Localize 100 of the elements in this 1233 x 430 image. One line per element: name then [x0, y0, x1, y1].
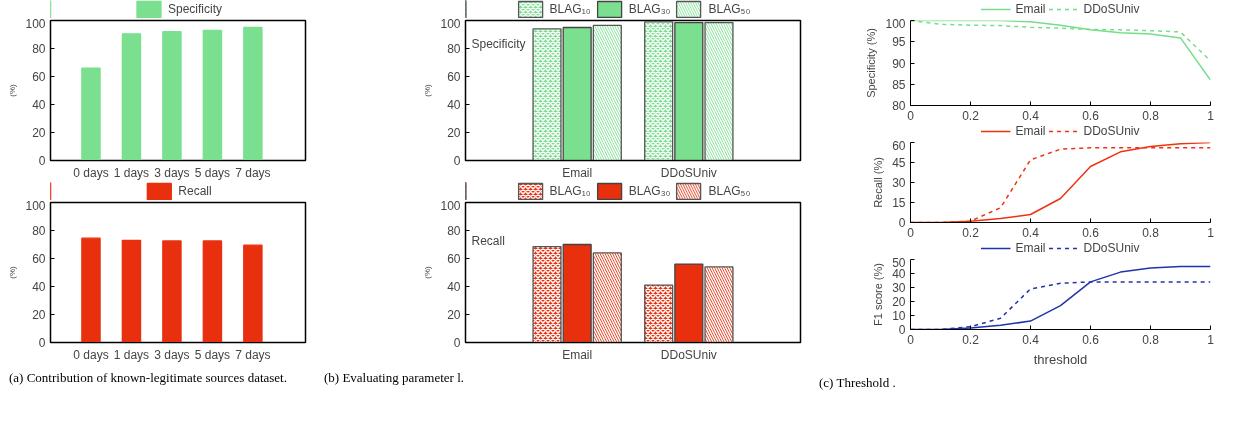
- y-tick-label: 100: [25, 198, 46, 213]
- x-tick-label: 0.6: [1082, 108, 1100, 123]
- bar: [162, 240, 182, 343]
- y-tick-label: 40: [32, 98, 46, 112]
- y-tick-label: 40: [447, 98, 461, 112]
- y-tick-label: 10: [892, 309, 906, 323]
- y-tick-label: 20: [447, 308, 461, 322]
- y-tick-label: 40: [447, 280, 461, 294]
- x-tick-label: 0.2: [962, 108, 980, 123]
- bar: [121, 239, 142, 343]
- legend-label: Specificity: [167, 2, 223, 16]
- y-tick-label: 0: [898, 216, 906, 230]
- y-tick-label: 90: [892, 56, 906, 71]
- x-tick-label: 3 days: [154, 347, 190, 362]
- legend-label: DDoSUniv: [1083, 124, 1140, 138]
- y-tick-label: 80: [892, 99, 906, 113]
- legend-label: Email: [1015, 2, 1046, 16]
- bar: [562, 243, 592, 343]
- x-tick-label: 7 days: [235, 165, 271, 180]
- y-tick-label: 40: [892, 267, 906, 281]
- y-axis-title: F1 score (%): [872, 263, 885, 326]
- x-tick-label: 0.8: [1142, 332, 1160, 347]
- bar: [81, 67, 101, 161]
- x-tick-label: DDoSUniv: [660, 347, 717, 362]
- bar: [243, 26, 263, 161]
- y-tick-label: 80: [447, 224, 461, 238]
- y-tick-label: 0: [453, 154, 461, 168]
- x-tick-label: 3 days: [154, 165, 190, 180]
- legend-label: BLAG₅₀: [708, 184, 751, 198]
- y-tick-label: 60: [32, 252, 46, 266]
- y-tick-label: 30: [892, 176, 906, 190]
- y-tick-label: 80: [32, 42, 46, 56]
- y-axis-title: (%): [423, 265, 433, 279]
- x-tick-label: 1: [1207, 225, 1215, 240]
- x-tick-label: 1: [1207, 332, 1215, 347]
- y-tick-label: 80: [447, 42, 461, 56]
- x-tick-label: DDoSUniv: [660, 165, 717, 180]
- x-tick-label: 1: [1207, 108, 1215, 123]
- x-tick-label: 0.4: [1022, 225, 1040, 240]
- y-tick-label: 30: [892, 281, 906, 295]
- bar: [81, 237, 101, 343]
- x-tick-label: 5 days: [194, 165, 231, 180]
- y-tick-label: 100: [440, 198, 461, 213]
- text: (a) Contribution of known-legitimate sources dataset.: [9, 369, 287, 387]
- legend-label: Email: [1015, 124, 1046, 138]
- bar: [202, 29, 223, 161]
- y-tick-label: 0: [38, 154, 46, 168]
- y-tick-label: 20: [892, 295, 906, 309]
- x-tick-label: 0 days: [73, 347, 109, 362]
- legend-label: BLAG₁₀: [549, 184, 591, 198]
- y-axis-title: Specificity (%): [865, 28, 878, 98]
- bar: [162, 31, 182, 161]
- y-tick-label: 100: [25, 16, 46, 31]
- x-tick-label: 0.8: [1142, 225, 1160, 240]
- y-tick-label: 20: [32, 308, 46, 322]
- y-axis-title: (%): [8, 83, 18, 97]
- x-tick-label: 0.4: [1022, 108, 1040, 123]
- x-tick-label: 1 days: [113, 347, 150, 362]
- y-tick-label: 20: [32, 126, 46, 140]
- text: (b) Evaluating parameter l.: [324, 369, 465, 387]
- bar: [121, 33, 142, 161]
- x-tick-label: 0.6: [1082, 332, 1100, 347]
- legend-label: BLAG₅₀: [708, 2, 751, 16]
- y-tick-label: 80: [32, 224, 46, 238]
- x-tick-label: 0 days: [73, 165, 109, 180]
- y-tick-label: 95: [892, 35, 906, 50]
- legend-label: BLAG₃₀: [628, 2, 671, 16]
- y-tick-label: 60: [892, 138, 906, 153]
- y-tick-label: 60: [447, 252, 461, 266]
- x-tick-label: 0.6: [1082, 225, 1100, 240]
- y-tick-label: 20: [447, 126, 461, 140]
- bar: [674, 263, 704, 343]
- x-tick-label: Email: [562, 347, 593, 362]
- y-tick-label: 40: [32, 280, 46, 294]
- x-tick-label: 0.8: [1142, 108, 1160, 123]
- x-tick-label: 1 days: [113, 165, 150, 180]
- x-tick-label: 0.2: [962, 225, 980, 240]
- x-tick-label: 0.2: [962, 332, 980, 347]
- x-tick-label: 5 days: [194, 347, 231, 362]
- bar: [202, 240, 223, 343]
- legend-label: DDoSUniv: [1083, 241, 1140, 255]
- y-tick-label: 100: [440, 16, 461, 31]
- annotation: Specificity: [471, 36, 526, 51]
- annotation: Recall: [471, 233, 505, 248]
- y-tick-label: 85: [892, 77, 906, 92]
- y-tick-label: 60: [447, 70, 461, 84]
- x-axis-title: threshold: [1033, 351, 1088, 367]
- legend-label: Recall: [178, 184, 212, 198]
- legend-label: Email: [1015, 241, 1046, 255]
- x-tick-label: Email: [562, 165, 593, 180]
- y-axis-title: Recall (%): [872, 157, 885, 208]
- text: (c) Threshold .: [819, 374, 896, 392]
- y-axis-title: (%): [423, 83, 433, 97]
- y-tick-label: 0: [898, 323, 906, 337]
- y-axis-title: (%): [8, 265, 18, 279]
- y-tick-label: 15: [892, 196, 906, 210]
- y-tick-label: 60: [32, 70, 46, 84]
- x-tick-label: 7 days: [235, 347, 271, 362]
- y-tick-label: 100: [885, 16, 906, 31]
- legend-label: BLAG₁₀: [549, 2, 591, 16]
